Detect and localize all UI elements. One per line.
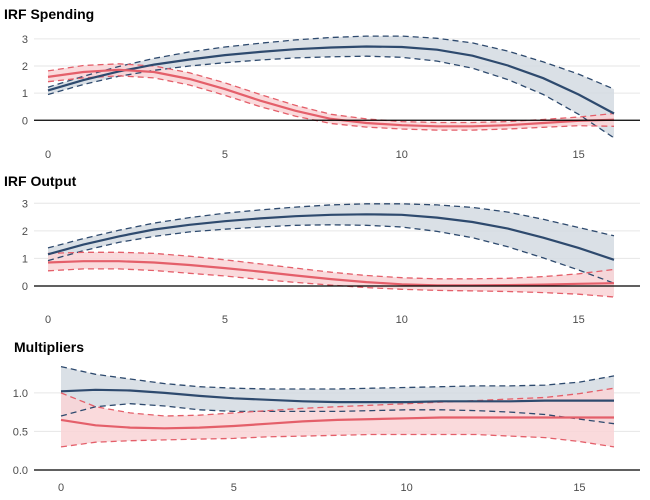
series-group xyxy=(60,365,615,448)
y-tick-label-0: 0 xyxy=(22,281,28,293)
series-1-lower-bound xyxy=(47,268,615,298)
x-tick-label-3: 15 xyxy=(573,314,585,326)
series-1-line xyxy=(60,416,614,430)
series-group xyxy=(47,35,615,139)
series-1-lower-bound xyxy=(60,433,615,448)
series-group xyxy=(47,203,615,298)
panel-irf-spending: IRF Spending 0 1 2 3 0 5 10 15 xyxy=(4,6,640,161)
x-tick-label-2: 10 xyxy=(401,482,413,494)
y-tick-label-0: 0 xyxy=(22,115,28,127)
y-tick-labels: 0.0 0.5 1.0 xyxy=(13,388,28,477)
x-tick-label-2: 10 xyxy=(396,314,408,326)
series-1-line xyxy=(47,260,615,287)
panel-multipliers: Multipliers 0.0 0.5 1.0 0 5 10 15 xyxy=(13,339,640,494)
series-0-confidence-band xyxy=(48,203,614,284)
panel-title-irf-output: IRF Output xyxy=(4,173,77,189)
series-1-confidence-band xyxy=(48,63,614,131)
x-tick-label-0: 0 xyxy=(45,314,51,326)
y-tick-label-1: 1 xyxy=(22,253,28,265)
series-1-upper-bound xyxy=(47,63,615,124)
y-tick-label-2: 1.0 xyxy=(13,388,28,400)
panel-title-multipliers: Multipliers xyxy=(14,339,84,355)
x-tick-label-0: 0 xyxy=(58,482,64,494)
x-tick-label-0: 0 xyxy=(45,149,51,161)
x-tick-label-2: 10 xyxy=(396,149,408,161)
y-tick-label-1: 0.5 xyxy=(13,426,28,438)
series-1-lower-bound xyxy=(47,75,615,131)
panel-irf-output: IRF Output 0 1 2 3 0 5 10 15 xyxy=(4,173,640,326)
x-tick-labels: 0 5 10 15 xyxy=(45,149,585,161)
y-tick-label-2: 2 xyxy=(22,226,28,238)
y-tick-labels: 0 1 2 3 xyxy=(22,198,28,293)
y-tick-label-1: 1 xyxy=(22,88,28,100)
x-tick-label-3: 15 xyxy=(573,149,585,161)
series-1-upper-bound xyxy=(60,387,615,417)
x-tick-labels: 0 5 10 15 xyxy=(58,482,586,494)
x-tick-label-1: 5 xyxy=(231,482,237,494)
y-tick-label-2: 2 xyxy=(22,61,28,73)
x-tick-label-1: 5 xyxy=(222,149,228,161)
x-tick-label-3: 15 xyxy=(573,482,585,494)
x-tick-labels: 0 5 10 15 xyxy=(45,314,585,326)
y-tick-label-0: 0.0 xyxy=(13,465,28,477)
y-tick-label-3: 3 xyxy=(22,198,28,210)
series-0-line xyxy=(47,213,615,261)
series-0-line xyxy=(47,45,615,115)
x-tick-label-1: 5 xyxy=(222,314,228,326)
series-0-lower-bound xyxy=(60,403,615,425)
series-0-line xyxy=(60,388,614,404)
series-1-confidence-band xyxy=(48,252,614,297)
y-tick-label-3: 3 xyxy=(22,34,28,46)
panel-title-irf-spending: IRF Spending xyxy=(4,6,94,22)
series-1-confidence-band xyxy=(61,388,614,447)
series-1-upper-bound xyxy=(47,251,615,280)
series-1-line xyxy=(47,68,615,128)
y-tick-labels: 0 1 2 3 xyxy=(22,34,28,127)
series-0-confidence-band xyxy=(48,36,614,138)
series-0-upper-bound xyxy=(60,365,615,390)
